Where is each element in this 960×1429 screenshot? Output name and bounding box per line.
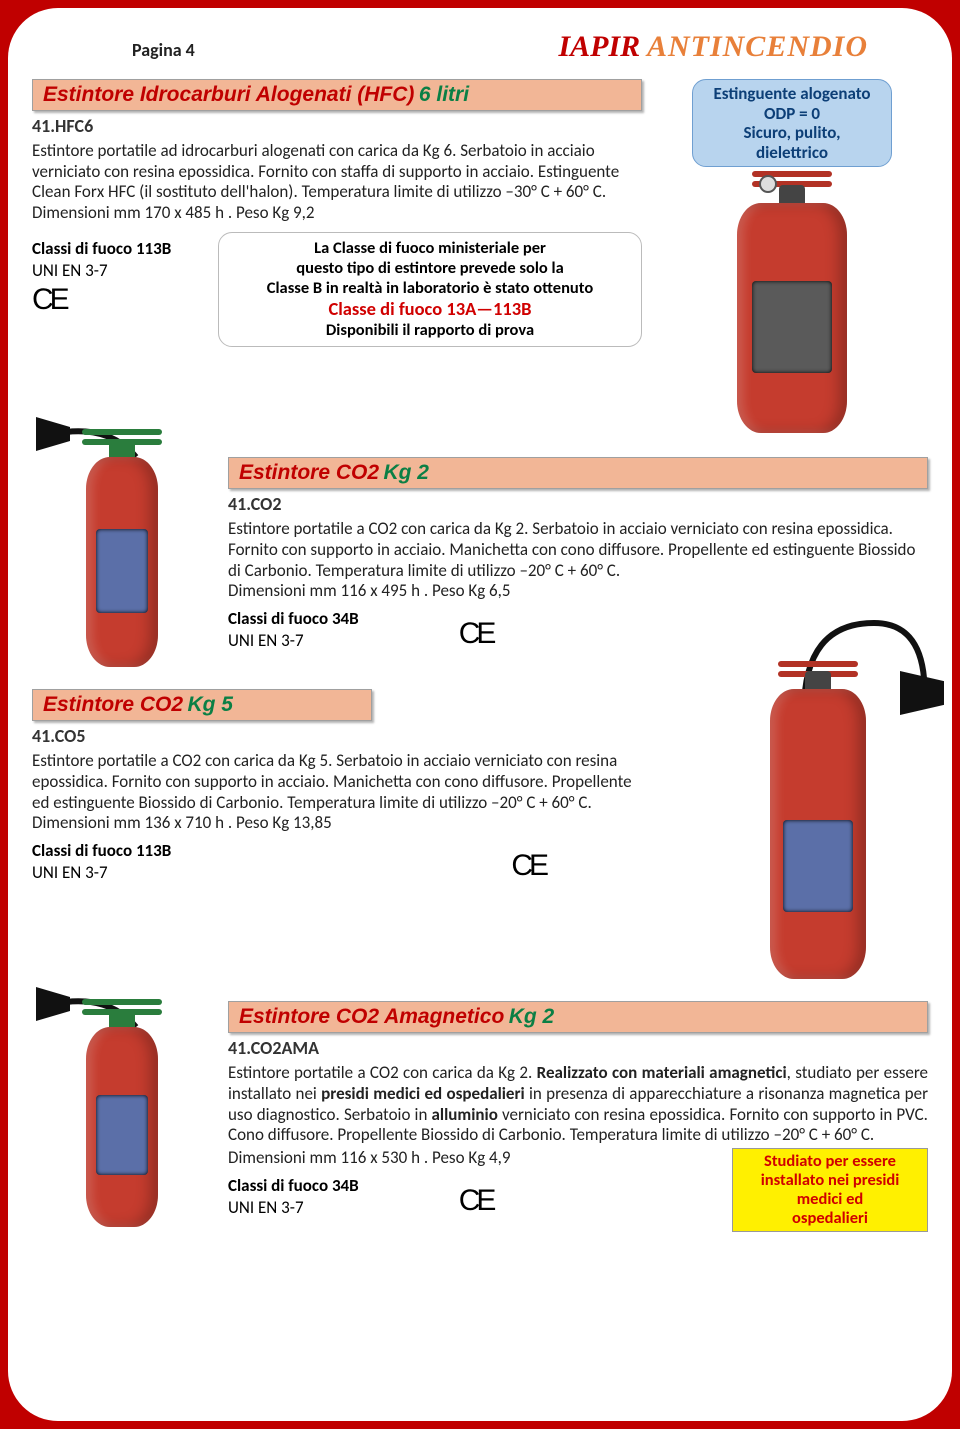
brand: IAPIR ANTINCENDIO	[558, 28, 868, 65]
ce-mark-icon: CE	[32, 283, 66, 317]
title-main: Estintore CO2 Amagnetico	[239, 1005, 504, 1028]
fire-class: Classi di fuoco 113B	[32, 840, 171, 861]
title-co2-5kg: Estintore CO2 Kg 5	[32, 689, 372, 721]
brand-secondary: ANTINCENDIO	[647, 30, 868, 63]
product-description: Estintore portatile a CO2 con carica da …	[32, 751, 642, 834]
extinguisher-icon	[32, 1001, 212, 1232]
product-code: 41.HFC6	[32, 115, 642, 137]
title-sub: Kg 2	[383, 461, 429, 484]
note-line: Disponibili il rapporto di prova	[233, 321, 627, 341]
badge-line: medici ed	[741, 1190, 919, 1209]
badge-line: dielettrico	[701, 143, 883, 163]
extinguisher-icon	[737, 203, 847, 433]
badge-yellow: Studiato per essere installato nei presi…	[732, 1148, 928, 1232]
badge-blue: Estinguente alogenato ODP = 0 Sicuro, pu…	[692, 79, 892, 167]
section-co2-5kg: Estintore CO2 Kg 5 41.CO5 Estintore port…	[32, 689, 928, 979]
section-hfc6: Estintore Idrocarburi Alogenati (HFC) 6 …	[32, 79, 928, 433]
title-co2-amagnetico: Estintore CO2 Amagnetico Kg 2	[228, 1001, 928, 1033]
note-line: questo tipo di estintore prevede solo la	[233, 259, 627, 279]
section-hfc6-side: Estinguente alogenato ODP = 0 Sicuro, pu…	[656, 79, 928, 433]
title-co2-2kg: Estintore CO2 Kg 2	[228, 457, 928, 489]
standard: UNI EN 3-7	[32, 862, 171, 883]
badge-line: ospedalieri	[741, 1209, 919, 1228]
ce-mark-icon: CE	[459, 1184, 493, 1218]
title-sub: 6 litri	[419, 83, 469, 106]
page-frame: Pagina 4 IAPIR ANTINCENDIO Estintore Idr…	[0, 0, 960, 1429]
section-co2-amagnetico: Estintore CO2 Amagnetico Kg 2 41.CO2AMA …	[32, 1001, 928, 1232]
extinguisher-icon	[32, 457, 212, 667]
product-code: 41.CO2	[228, 493, 928, 515]
standard: UNI EN 3-7	[32, 260, 202, 281]
product-description: Estintore portatile a CO2 con carica da …	[228, 519, 928, 602]
badge-line: ODP = 0	[701, 104, 883, 124]
desc-part: Estintore portatile a CO2 con carica da …	[228, 1062, 537, 1083]
desc-bold: presidi medici ed ospedalieri	[321, 1083, 525, 1104]
product-description: Estintore portatile ad idrocarburi aloge…	[32, 141, 642, 224]
badge-line: Sicuro, pulito,	[701, 123, 883, 143]
fire-class: Classi di fuoco 34B	[228, 608, 359, 629]
product-code: 41.CO2AMA	[228, 1037, 928, 1059]
ce-mark-icon: CE	[511, 849, 545, 883]
title-main: Estintore Idrocarburi Alogenati (HFC)	[43, 83, 414, 106]
title-hfc6: Estintore Idrocarburi Alogenati (HFC) 6 …	[32, 79, 642, 111]
title-main: Estintore CO2	[239, 461, 379, 484]
badge-line: Studiato per essere	[741, 1152, 919, 1171]
note-highlight: Classe di fuoco 13A—113B	[233, 298, 627, 320]
note-box: La Classe di fuoco ministeriale per ques…	[218, 232, 642, 347]
brand-primary: IAPIR	[558, 30, 640, 63]
badge-line: Estinguente alogenato	[701, 84, 883, 104]
badge-line: installato nei presidi	[741, 1171, 919, 1190]
fire-class: Classi di fuoco 113B	[32, 238, 202, 259]
section-co2-amagnetico-text: Estintore CO2 Amagnetico Kg 2 41.CO2AMA …	[228, 1001, 928, 1232]
dimensions: Dimensioni mm 116 x 530 h . Peso Kg 4,9	[228, 1148, 720, 1169]
title-main: Estintore CO2	[43, 693, 183, 716]
note-line: La Classe di fuoco ministeriale per	[233, 239, 627, 259]
header: Pagina 4 IAPIR ANTINCENDIO	[32, 28, 928, 65]
desc-bold: Realizzato con materiali amagnetici	[537, 1062, 787, 1083]
standard: UNI EN 3-7	[228, 630, 359, 651]
section-hfc6-text: Estintore Idrocarburi Alogenati (HFC) 6 …	[32, 79, 642, 433]
product-description: Estintore portatile a CO2 con carica da …	[228, 1063, 928, 1146]
page-inner: Pagina 4 IAPIR ANTINCENDIO Estintore Idr…	[8, 8, 952, 1421]
note-line: Classe B in realtà in laboratorio è stat…	[233, 279, 627, 299]
section-co2-5kg-text: Estintore CO2 Kg 5 41.CO5 Estintore port…	[32, 689, 694, 979]
ce-mark-icon: CE	[459, 617, 493, 651]
fire-class: Classi di fuoco 34B	[228, 1175, 359, 1196]
title-sub: Kg 2	[509, 1005, 555, 1028]
title-sub: Kg 5	[187, 693, 233, 716]
desc-bold: alluminio	[432, 1104, 498, 1125]
standard: UNI EN 3-7	[228, 1197, 359, 1218]
extinguisher-icon	[708, 689, 928, 979]
product-code: 41.CO5	[32, 725, 694, 747]
page-number: Pagina 4	[132, 39, 195, 61]
